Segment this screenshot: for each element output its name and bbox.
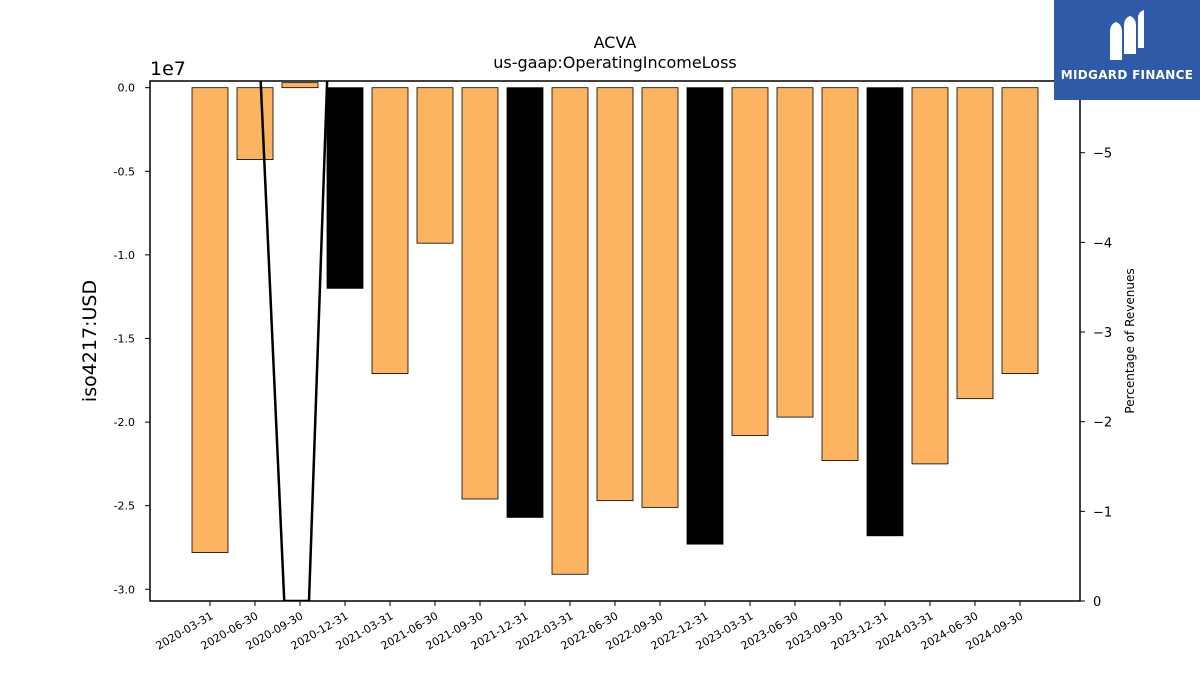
bar-2023-12-31 bbox=[866, 87, 904, 537]
bar-2024-03-31 bbox=[911, 87, 949, 465]
y2-tick-label: −2 bbox=[1093, 416, 1112, 431]
bar-2023-09-30 bbox=[821, 87, 859, 461]
logo-text: MIDGARD FINANCE bbox=[1060, 68, 1194, 82]
y2-tick-label: −4 bbox=[1093, 236, 1112, 251]
y-tick-label: -2.0 bbox=[114, 416, 135, 429]
bar-2022-03-31 bbox=[551, 87, 589, 575]
bar-2024-09-30 bbox=[1001, 87, 1039, 375]
bar-2022-09-30 bbox=[641, 87, 679, 508]
bar-2021-03-31 bbox=[371, 87, 409, 375]
brand-logo: MIDGARD FINANCE bbox=[1054, 0, 1200, 100]
y-axis-label: iso4217:USD bbox=[79, 280, 101, 402]
bar-2022-12-31 bbox=[686, 87, 724, 545]
y-tick-label: -3.0 bbox=[114, 583, 135, 596]
bar-2020-12-31 bbox=[326, 87, 364, 289]
y2-tick-label: −5 bbox=[1093, 147, 1112, 162]
y2-tick-label: −1 bbox=[1093, 505, 1112, 520]
y-tick-label: -0.5 bbox=[114, 165, 135, 178]
chart-title: ACVA bbox=[594, 33, 637, 52]
logo-mark-icon bbox=[1110, 10, 1144, 60]
bar-2023-03-31 bbox=[731, 87, 769, 436]
y-tick-label: -1.5 bbox=[114, 332, 135, 345]
bar-2022-06-30 bbox=[596, 87, 634, 502]
percentage-line bbox=[259, 81, 329, 601]
bar-2021-06-30 bbox=[416, 87, 454, 244]
bar-2020-03-31 bbox=[191, 87, 229, 553]
y-tick-label: 0.0 bbox=[118, 82, 136, 95]
chart-subtitle: us-gaap:OperatingIncomeLoss bbox=[493, 53, 737, 72]
bar-2023-06-30 bbox=[776, 87, 814, 418]
y-tick-label: -1.0 bbox=[114, 249, 135, 262]
bar-2020-06-30 bbox=[236, 87, 274, 160]
bar-2021-12-31 bbox=[506, 87, 544, 518]
y-tick-label: -2.5 bbox=[114, 500, 135, 513]
bar-2021-09-30 bbox=[461, 87, 499, 500]
y2-tick-label: 0 bbox=[1093, 595, 1101, 610]
offset-label: 1e7 bbox=[150, 58, 186, 80]
bar-2020-09-30 bbox=[281, 82, 319, 89]
y2-tick-label: −3 bbox=[1093, 326, 1112, 341]
bar-2024-06-30 bbox=[956, 87, 994, 400]
y2-axis-label: Percentage of Revenues bbox=[1123, 268, 1137, 413]
